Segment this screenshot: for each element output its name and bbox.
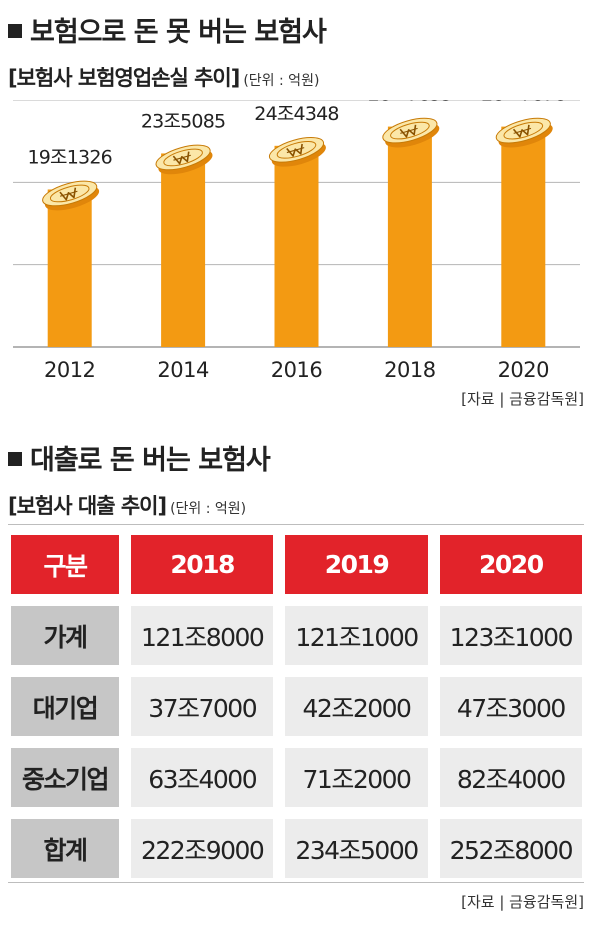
loan-table: 구분 2018 2019 2020 가계 121조8000 121조1000 1… bbox=[11, 535, 582, 890]
table-cell: 252조8000 bbox=[439, 819, 582, 878]
section-title-text: 보험으로 돈 못 버는 보험사 bbox=[30, 17, 327, 48]
table-cell: 71조2000 bbox=[285, 748, 428, 807]
chart-data-label: 26조7676 bbox=[481, 100, 565, 106]
chart-title-text: [보험사 보험영업손실 추이] bbox=[8, 66, 240, 90]
chart-x-tick-label: 2020 bbox=[498, 358, 549, 382]
table-header-cell: 2018 bbox=[131, 535, 274, 594]
won-coin-stack-icon bbox=[268, 136, 326, 167]
table-cell: 82조4000 bbox=[439, 748, 582, 807]
table-row: 합계 222조9000 234조5000 252조8000 bbox=[11, 819, 582, 878]
chart-bar bbox=[47, 189, 92, 347]
table-row-label: 가계 bbox=[11, 606, 119, 665]
section-title-loan-revenue: 대출로 돈 버는 보험사 bbox=[8, 438, 271, 477]
chart-data-label: 24조4348 bbox=[254, 103, 338, 125]
table-title: [보험사 대출 추이] (단위 : 억원) bbox=[8, 490, 246, 520]
table-row-label: 대기업 bbox=[11, 677, 119, 736]
table-cell: 37조7000 bbox=[131, 677, 274, 736]
chart-data-label: 19조1326 bbox=[27, 146, 111, 168]
chart-data-labels: 19조1326 23조5085 24조4348 26조7699 26조7676 bbox=[27, 100, 566, 168]
chart-source: [자료 | 금융감독원] bbox=[461, 390, 584, 408]
chart-bars bbox=[42, 117, 553, 348]
table-header-row: 구분 2018 2019 2020 bbox=[11, 535, 582, 594]
chart-bar bbox=[501, 126, 546, 347]
chart-bar bbox=[274, 145, 319, 347]
section-title-text: 대출로 돈 버는 보험사 bbox=[30, 445, 271, 476]
table-cell: 121조1000 bbox=[285, 606, 428, 665]
chart-unit: (단위 : 억원) bbox=[243, 73, 320, 89]
chart-data-label: 23조5085 bbox=[141, 110, 225, 132]
chart-x-tick-label: 2012 bbox=[44, 358, 95, 382]
chart-data-label: 26조7699 bbox=[368, 100, 452, 106]
table-row-label: 합계 bbox=[11, 819, 119, 878]
chart-x-ticks: 2012 2014 2016 2018 2020 bbox=[44, 358, 550, 382]
loss-bar-chart: 19조1326 23조5085 24조4348 26조7699 26조7676 2012… bbox=[13, 100, 580, 382]
table-header-cell: 구분 bbox=[11, 535, 119, 594]
table-bottom-divider bbox=[8, 882, 584, 883]
table-unit: (단위 : 억원) bbox=[170, 501, 247, 517]
table-cell: 47조3000 bbox=[439, 677, 582, 736]
square-bullet-icon bbox=[8, 24, 22, 38]
won-coin-stack-icon bbox=[155, 144, 213, 175]
chart-bar bbox=[161, 153, 206, 347]
table-source: [자료 | 금융감독원] bbox=[461, 893, 584, 911]
chart-x-tick-label: 2018 bbox=[384, 358, 435, 382]
table-cell: 222조9000 bbox=[131, 819, 274, 878]
chart-x-tick-label: 2016 bbox=[271, 358, 323, 382]
table-cell: 42조2000 bbox=[285, 677, 428, 736]
table-title-text: [보험사 대출 추이] bbox=[8, 494, 167, 518]
table-cell: 234조5000 bbox=[285, 819, 428, 878]
section-title-insurance-loss: 보험으로 돈 못 버는 보험사 bbox=[8, 10, 327, 49]
chart-title: [보험사 보험영업손실 추이] (단위 : 억원) bbox=[8, 62, 319, 92]
table-cell: 121조8000 bbox=[131, 606, 274, 665]
table-row: 대기업 37조7000 42조2000 47조3000 bbox=[11, 677, 582, 736]
table-header-cell: 2020 bbox=[439, 535, 582, 594]
table-row-label: 중소기업 bbox=[11, 748, 119, 807]
table-header-cell: 2019 bbox=[285, 535, 428, 594]
won-coin-stack-icon bbox=[382, 117, 440, 148]
chart-bar bbox=[387, 126, 432, 348]
chart-x-tick-label: 2014 bbox=[157, 358, 209, 382]
table-row: 가계 121조8000 121조1000 123조1000 bbox=[11, 606, 582, 665]
square-bullet-icon bbox=[8, 452, 22, 466]
table-top-divider bbox=[8, 524, 584, 525]
table-cell: 63조4000 bbox=[131, 748, 274, 807]
won-coin-stack-icon bbox=[42, 180, 100, 211]
won-coin-stack-icon bbox=[495, 117, 553, 148]
table-cell: 123조1000 bbox=[439, 606, 582, 665]
table-row: 중소기업 63조4000 71조2000 82조4000 bbox=[11, 748, 582, 807]
